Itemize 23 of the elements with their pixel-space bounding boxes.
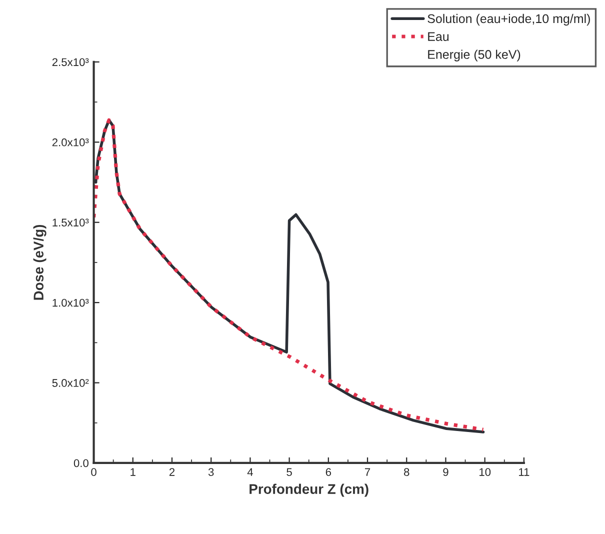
y-tick-label: 5.0x10² [52,379,89,387]
x-tick-label: 2 [169,468,175,476]
x-tick-label: 5 [286,468,292,476]
x-tick-label: 1 [130,468,136,476]
legend-label: Solution (eau+iode,10 mg/ml) [428,14,590,26]
y-tick-label: 1.0x10³ [52,298,89,307]
x-tick-label: 7 [364,468,370,476]
x-tick-label: 6 [326,468,332,476]
x-tick-label: 0 [91,468,96,476]
x-axis-title: Profondeur Z (cm) [250,484,368,497]
x-tick-label: 3 [208,468,214,476]
text: Energie (50 keV) [428,50,520,62]
y-tick-label: 0.0 [74,459,88,468]
x-tick-label: 9 [443,468,448,476]
y-tick-label: 2.0x10³ [52,138,89,146]
x-tick-label: 4 [247,468,253,476]
legend-label: Eau [428,32,449,42]
x-tick-label: 8 [404,468,410,476]
x-tick-label: 11 [519,468,530,476]
y-tick-label: 2.5x10³ [52,58,89,66]
x-tick-label: 10 [479,468,491,476]
y-axis-title: Dose (eV/g) [33,224,46,300]
y-tick-label: 1.5x10³ [52,218,89,226]
